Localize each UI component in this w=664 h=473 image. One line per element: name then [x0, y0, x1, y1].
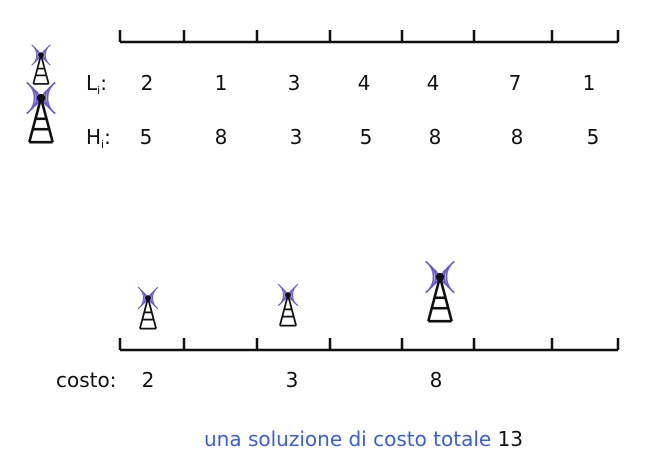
l-value: 2 [140, 71, 154, 95]
caption-total: 13 [497, 427, 524, 451]
solution-caption: una soluzione di costo totale 13 [204, 427, 523, 451]
h-value: 8 [428, 125, 442, 149]
h-value: 8 [214, 125, 228, 149]
l-value: 4 [426, 71, 440, 95]
row-label-h: Hi: [86, 125, 111, 151]
cost-value: 3 [285, 368, 299, 392]
l-value: 1 [582, 71, 596, 95]
l-value: 3 [287, 71, 301, 95]
h-value: 5 [359, 125, 373, 149]
antenna-tower-large-icon [424, 260, 456, 323]
cost-value: 8 [429, 368, 443, 392]
l-value: 7 [508, 71, 522, 95]
caption-text: una soluzione di costo totale [204, 427, 492, 451]
h-value: 5 [586, 125, 600, 149]
cost-label: costo: [56, 368, 117, 392]
antenna-tower-small-icon [137, 286, 159, 330]
l-value: 4 [357, 71, 371, 95]
h-value: 8 [510, 125, 524, 149]
l-value: 1 [214, 71, 228, 95]
antenna-tower-small-icon [277, 283, 299, 327]
row-label-l: Li: [86, 71, 107, 97]
h-value: 3 [289, 125, 303, 149]
h-value: 5 [139, 125, 153, 149]
cost-value: 2 [141, 368, 155, 392]
